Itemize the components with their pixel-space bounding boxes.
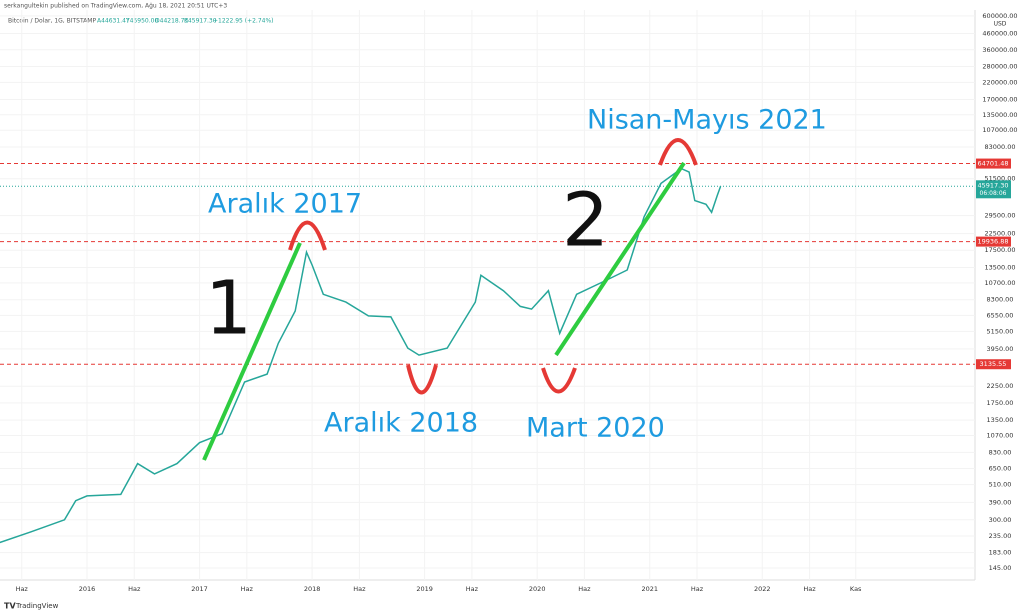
bottom-arc xyxy=(406,364,438,395)
level-tag xyxy=(976,359,1011,370)
x-tick-label: 2016 xyxy=(79,585,96,593)
x-tick-label: Haz xyxy=(128,585,141,593)
price-line xyxy=(0,167,722,544)
x-tick-label: 2020 xyxy=(529,585,546,593)
x-tick-label: 2022 xyxy=(754,585,771,593)
y-tick-label: 51500.00 xyxy=(984,175,1015,183)
top-arc xyxy=(658,138,698,166)
y-tick-label: 6550.00 xyxy=(987,311,1014,319)
y-tick-label: 650.00 xyxy=(989,465,1012,473)
y-tick-label: 390.00 xyxy=(989,498,1012,506)
level-label: 64701.48 xyxy=(977,160,1008,168)
countdown: 06:08:06 xyxy=(980,190,1007,197)
annotation: Mart 2020 xyxy=(526,413,665,444)
symbol: Bitcoin / Dolar, 1G, BITSTAMP xyxy=(8,18,96,25)
annotation: Aralık 2018 xyxy=(324,408,478,439)
x-tick-label: Haz xyxy=(691,585,704,593)
y-tick-label: 183.00 xyxy=(989,549,1012,557)
x-tick-label: 2021 xyxy=(641,585,658,593)
y-tick-label: 5150.00 xyxy=(987,327,1014,335)
y-tick-label: 510.00 xyxy=(989,481,1012,489)
change: +1222.95 (+2.74%) xyxy=(213,18,274,25)
x-tick-label: Haz xyxy=(241,585,254,593)
close: K45917.30 xyxy=(184,18,217,25)
open: A44631.47 xyxy=(97,18,130,25)
x-tick-label: Haz xyxy=(353,585,366,593)
last-price-label: 45917.30 xyxy=(977,181,1008,189)
y-tick-label: 600000.00 xyxy=(982,12,1017,20)
annotation: Nisan-Mayıs 2021 xyxy=(587,105,827,136)
top-arc xyxy=(288,220,327,251)
y-tick-label: 220000.00 xyxy=(982,78,1017,86)
high: Y45950.00 xyxy=(125,18,158,25)
x-tick-label: Haz xyxy=(466,585,479,593)
level-tag xyxy=(976,236,1011,247)
bottom-arc xyxy=(541,367,577,394)
low: D44218.73 xyxy=(155,18,188,25)
y-tick-label: 13500.00 xyxy=(984,263,1015,271)
y-tick-label: 8300.00 xyxy=(987,296,1014,304)
y-tick-label: 1070.00 xyxy=(987,432,1014,440)
x-tick-label: Haz xyxy=(16,585,29,593)
last-price-tag xyxy=(976,180,1011,199)
level-label: 19936.88 xyxy=(977,238,1008,246)
x-tick-label: 2019 xyxy=(416,585,433,593)
y-tick-label: 235.00 xyxy=(989,532,1012,540)
y-tick-label: 29500.00 xyxy=(984,212,1015,220)
y-tick-label: 22500.00 xyxy=(984,230,1015,238)
y-tick-label: 10700.00 xyxy=(984,279,1015,287)
y-tick-label: 460000.00 xyxy=(982,30,1017,38)
x-tick-label: 2017 xyxy=(191,585,208,593)
y-tick-label: 135000.00 xyxy=(982,111,1017,119)
level-label: 3135.55 xyxy=(980,360,1007,368)
y-tick-label: 107000.00 xyxy=(982,126,1017,134)
y-tick-label: 1350.00 xyxy=(987,416,1014,424)
x-tick-label: Haz xyxy=(578,585,591,593)
y-tick-label: 2250.00 xyxy=(987,382,1014,390)
y-tick-label: 360000.00 xyxy=(982,46,1017,54)
y-tick-label: 145.00 xyxy=(989,564,1012,572)
currency: USD xyxy=(994,21,1007,28)
wave-number: 2 xyxy=(562,178,609,264)
y-tick-label: 83000.00 xyxy=(984,143,1015,151)
y-tick-label: 17500.00 xyxy=(984,246,1015,254)
x-tick-label: 2018 xyxy=(304,585,321,593)
brand-logo: TV xyxy=(4,602,16,611)
y-tick-label: 170000.00 xyxy=(982,96,1017,104)
y-tick-label: 1750.00 xyxy=(987,399,1014,407)
trend-line xyxy=(202,242,302,461)
trend-line xyxy=(554,161,686,357)
y-tick-label: 280000.00 xyxy=(982,62,1017,70)
y-tick-label: 830.00 xyxy=(989,448,1012,456)
x-tick-label: Kas xyxy=(850,585,862,593)
annotation: Aralık 2017 xyxy=(208,189,362,220)
y-tick-label: 3950.00 xyxy=(987,345,1014,353)
publisher: serkangultekin published on TradingView.… xyxy=(4,3,227,10)
x-tick-label: Haz xyxy=(803,585,816,593)
level-tag xyxy=(976,158,1011,169)
y-tick-label: 300.00 xyxy=(989,516,1012,524)
brand: TradingView xyxy=(15,602,59,610)
wave-number: 1 xyxy=(205,266,252,352)
